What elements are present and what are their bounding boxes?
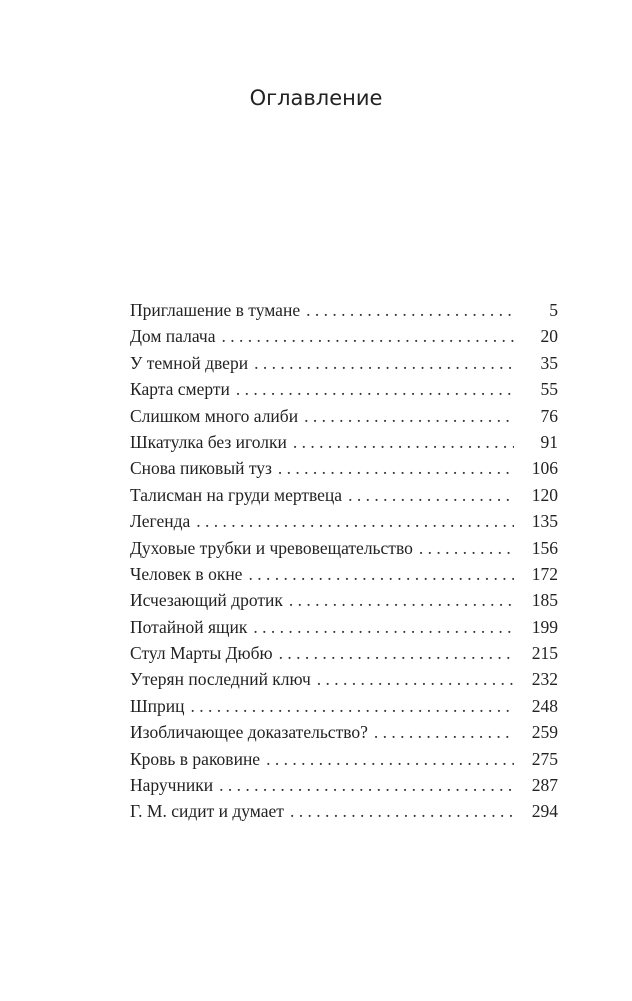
- toc-entry: Потайной ящик 199: [130, 617, 558, 643]
- chapter-title: У темной двери: [130, 352, 249, 373]
- chapter-title: Талисман на груди мертвеца: [130, 484, 343, 505]
- page-number: 232: [531, 669, 558, 690]
- toc-entry: Слишком много алиби 76: [130, 406, 558, 432]
- page-number: 76: [540, 405, 559, 426]
- dot-leader: [236, 379, 514, 400]
- chapter-title: Потайной ящик: [130, 616, 248, 637]
- page-number: 248: [531, 695, 558, 716]
- page-number: 106: [531, 458, 558, 479]
- page-number: 287: [531, 775, 558, 796]
- page-number: 55: [540, 379, 559, 400]
- page-number: 275: [531, 748, 558, 769]
- chapter-title: Наручники: [130, 775, 214, 796]
- chapter-title: Снова пиковый туз: [130, 458, 272, 479]
- chapter-title: Кровь в раковине: [130, 748, 261, 769]
- toc-entry: Легенда 135: [130, 511, 558, 537]
- dot-leader: [317, 669, 514, 690]
- toc-entry: Талисман на груди мертвеца 120: [130, 485, 558, 511]
- toc-entry: Карта смерти 55: [130, 379, 558, 405]
- toc-entry: Утерян последний ключ 232: [130, 669, 558, 695]
- chapter-title: Человек в окне: [130, 563, 243, 584]
- chapter-title: Шкатулка без иголки: [130, 431, 287, 452]
- toc-entry: Шприц 248: [130, 696, 558, 722]
- toc-entry: Изобличающее доказательство? 259: [130, 722, 558, 748]
- page-number: 156: [531, 537, 558, 558]
- page-number: 259: [531, 722, 558, 743]
- toc-entry: Стул Марты Дюбю 215: [130, 643, 558, 669]
- toc-entry: Кровь в раковине 275: [130, 749, 558, 775]
- dot-leader: [248, 564, 514, 585]
- dot-leader: [196, 511, 514, 532]
- toc-entry: Дом палача 20: [130, 326, 558, 352]
- page-number: 91: [540, 431, 559, 452]
- page-number: 215: [531, 643, 558, 664]
- toc-entry: Шкатулка без иголки 91: [130, 432, 558, 458]
- chapter-title: Слишком много алиби: [130, 405, 299, 426]
- dot-leader: [290, 801, 514, 822]
- page-number: 120: [531, 484, 558, 505]
- chapter-title: Легенда: [130, 511, 191, 532]
- dot-leader: [254, 353, 514, 374]
- chapter-title: Шприц: [130, 695, 185, 716]
- dot-leader: [279, 643, 514, 664]
- page-number: 185: [531, 590, 558, 611]
- chapter-title: Исчезающий дротик: [130, 590, 283, 611]
- page-number: 5: [549, 300, 558, 320]
- chapter-title: Духовые трубки и чревовещательство: [130, 537, 413, 558]
- toc-entry: Снова пиковый туз 106: [130, 458, 558, 484]
- dot-leader: [289, 590, 514, 611]
- page-number: 199: [531, 616, 558, 637]
- chapter-title: Дом палача: [130, 326, 216, 347]
- page-number: 20: [540, 326, 559, 347]
- toc-entry: Приглашение в тумане 5: [130, 300, 558, 326]
- dot-leader: [374, 722, 514, 743]
- dot-leader: [278, 458, 514, 479]
- toc-entry: Наручники 287: [130, 775, 558, 801]
- dot-leader: [221, 326, 514, 347]
- dot-leader: [219, 775, 514, 796]
- chapter-title: Г. М. сидит и думает: [130, 801, 284, 822]
- dot-leader: [419, 538, 514, 559]
- dot-leader: [348, 485, 514, 506]
- chapter-title: Карта смерти: [130, 379, 230, 400]
- dot-leader: [253, 617, 514, 638]
- page-title: Оглавление: [249, 86, 383, 110]
- dot-leader: [266, 749, 514, 770]
- toc-entry: Исчезающий дротик 185: [130, 590, 558, 616]
- dot-leader: [293, 432, 514, 453]
- page-number: 294: [531, 801, 558, 822]
- table-of-contents: Приглашение в тумане 5 Дом палача 20 У темно…: [130, 300, 558, 828]
- dot-leader: [304, 406, 514, 427]
- toc-entry: Духовые трубки и чревовещательство 156: [130, 538, 558, 564]
- chapter-title: Изобличающее доказательство?: [130, 722, 368, 743]
- chapter-title: Приглашение в тумане: [130, 300, 301, 320]
- chapter-title: Утерян последний ключ: [130, 669, 311, 690]
- dot-leader: [306, 300, 514, 321]
- toc-entry: Человек в окне 172: [130, 564, 558, 590]
- page-number: 35: [540, 352, 559, 373]
- page-number: 135: [531, 511, 558, 532]
- toc-entry: У темной двери 35: [130, 353, 558, 379]
- page-number: 172: [531, 563, 558, 584]
- chapter-title: Стул Марты Дюбю: [130, 643, 273, 664]
- toc-entry: Г. М. сидит и думает 294: [130, 801, 558, 827]
- dot-leader: [191, 696, 515, 717]
